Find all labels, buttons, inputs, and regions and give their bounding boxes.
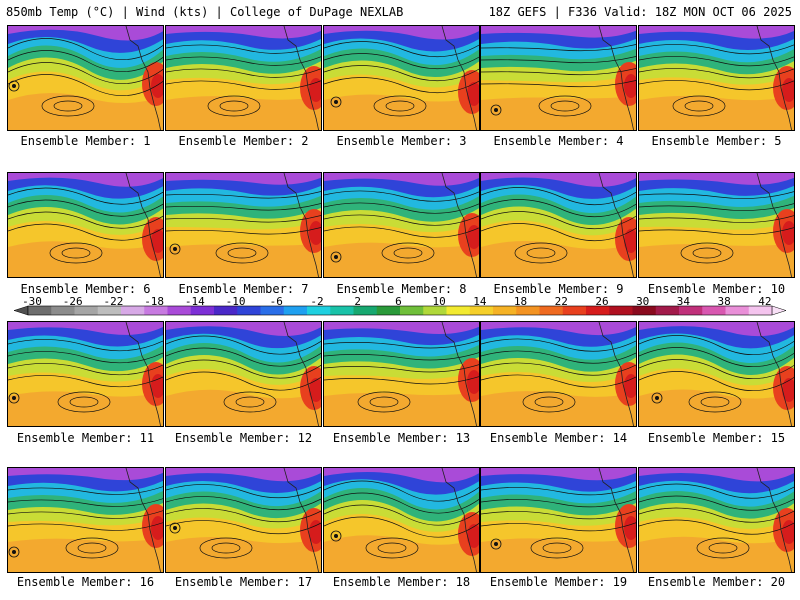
colorbar-swatch (353, 306, 378, 315)
ensemble-member-map (480, 172, 637, 278)
ensemble-member-label: Ensemble Member: 2 (178, 134, 309, 148)
ensemble-member-label: Ensemble Member: 10 (647, 282, 786, 296)
colorbar-swatch (562, 306, 587, 315)
colorbar-swatch (330, 306, 354, 315)
ensemble-member-map (165, 467, 322, 573)
ensemble-member-label: Ensemble Member: 12 (174, 431, 313, 445)
ensemble-member-label: Ensemble Member: 14 (489, 431, 628, 445)
ensemble-member-label: Ensemble Member: 16 (16, 575, 155, 589)
ensemble-member-map (638, 321, 795, 427)
ensemble-member-map (7, 467, 164, 573)
ensemble-member-map (165, 172, 322, 278)
colorbar-swatch (655, 306, 680, 315)
colorbar-tick-label: 6 (395, 297, 402, 308)
colorbar-swatch (446, 306, 471, 315)
colorbar-swatch (190, 306, 215, 315)
colorbar-tick-label: -18 (144, 297, 164, 308)
colorbar-tick-label: -26 (63, 297, 83, 308)
colorbar-swatch (400, 306, 424, 315)
colorbar-swatch (121, 306, 145, 315)
colorbar-swatch (748, 306, 773, 315)
colorbar-tick-label: 10 (433, 297, 446, 308)
ensemble-member-label: Ensemble Member: 8 (336, 282, 467, 296)
ensemble-member-label: Ensemble Member: 18 (332, 575, 471, 589)
ensemble-member-label: Ensemble Member: 6 (20, 282, 151, 296)
ensemble-member-label: Ensemble Member: 11 (16, 431, 155, 445)
colorbar-swatch (144, 306, 168, 315)
ensemble-member-label: Ensemble Member: 1 (20, 134, 151, 148)
map-title: 850mb Temp (°C) | Wind (kts) | College o… (6, 5, 404, 19)
ensemble-member-map (7, 25, 164, 131)
ensemble-member-map (480, 25, 637, 131)
ensemble-member-map (323, 25, 480, 131)
colorbar-swatch (423, 306, 447, 315)
ensemble-member-label: Ensemble Member: 17 (174, 575, 313, 589)
colorbar-swatch (214, 306, 238, 315)
colorbar-tick-label: -2 (310, 297, 323, 308)
colorbar-tick-label: 34 (677, 297, 691, 308)
ensemble-member-map (7, 172, 164, 278)
colorbar-tick-label: 42 (758, 297, 771, 308)
temperature-colorbar: -30 -26 -22 -18 -14 -10 -6 -2 2 6 10 14 18 22 26 30 34 38… (13, 297, 787, 316)
ensemble-member-map (323, 321, 480, 427)
colorbar-tick-label: 2 (354, 297, 361, 308)
colorbar-swatch (283, 306, 308, 315)
colorbar-tick-label: -10 (226, 297, 246, 308)
colorbar-swatch (237, 306, 261, 315)
colorbar-swatch (260, 306, 285, 315)
ensemble-member-map (323, 467, 480, 573)
colorbar-swatch (586, 306, 610, 315)
colorbar-swatch (28, 306, 52, 315)
ensemble-member-map (480, 321, 637, 427)
colorbar-swatch (539, 306, 564, 315)
ensemble-member-label: Ensemble Member: 13 (332, 431, 471, 445)
ensemble-member-label: Ensemble Member: 20 (647, 575, 786, 589)
colorbar-tick-label: 14 (473, 297, 487, 308)
ensemble-member-label: Ensemble Member: 19 (489, 575, 628, 589)
colorbar-tick-label: 22 (555, 297, 568, 308)
colorbar-swatch (74, 306, 99, 315)
ensemble-member-map (638, 467, 795, 573)
ensemble-member-label: Ensemble Member: 3 (336, 134, 467, 148)
colorbar-swatch (632, 306, 657, 315)
colorbar-tick-label: -30 (22, 297, 42, 308)
ensemble-member-label: Ensemble Member: 15 (647, 431, 786, 445)
ensemble-member-label: Ensemble Member: 9 (493, 282, 624, 296)
colorbar-swatch (679, 306, 703, 315)
colorbar-swatch (307, 306, 331, 315)
run-valid-time: 18Z GEFS | F336 Valid: 18Z MON OCT 06 20… (488, 5, 792, 19)
ensemble-member-map (165, 321, 322, 427)
colorbar-tick-label: -6 (270, 297, 283, 308)
colorbar-swatch (51, 306, 75, 315)
colorbar-swatch (97, 306, 122, 315)
colorbar-tick-label: 30 (636, 297, 649, 308)
colorbar-max-arrow (771, 305, 787, 316)
colorbar-swatch (725, 306, 750, 315)
colorbar-tick-label: 38 (718, 297, 731, 308)
ensemble-member-label: Ensemble Member: 7 (178, 282, 309, 296)
colorbar-swatch (702, 306, 726, 315)
colorbar-swatch (469, 306, 494, 315)
ensemble-member-map (165, 25, 322, 131)
ensemble-member-label: Ensemble Member: 5 (651, 134, 782, 148)
colorbar-tick-label: -22 (103, 297, 123, 308)
ensemble-member-label: Ensemble Member: 4 (493, 134, 624, 148)
colorbar-swatch (493, 306, 517, 315)
colorbar-swatch (167, 306, 192, 315)
colorbar-swatch (516, 306, 540, 315)
colorbar-swatch (376, 306, 401, 315)
colorbar-tick-label: 26 (595, 297, 608, 308)
ensemble-member-map (323, 172, 480, 278)
ensemble-member-map (638, 172, 795, 278)
ensemble-member-map (480, 467, 637, 573)
colorbar-swatch (609, 306, 633, 315)
ensemble-member-map (638, 25, 795, 131)
colorbar-tick-label: 18 (514, 297, 527, 308)
colorbar-tick-label: -14 (185, 297, 205, 308)
ensemble-member-map (7, 321, 164, 427)
